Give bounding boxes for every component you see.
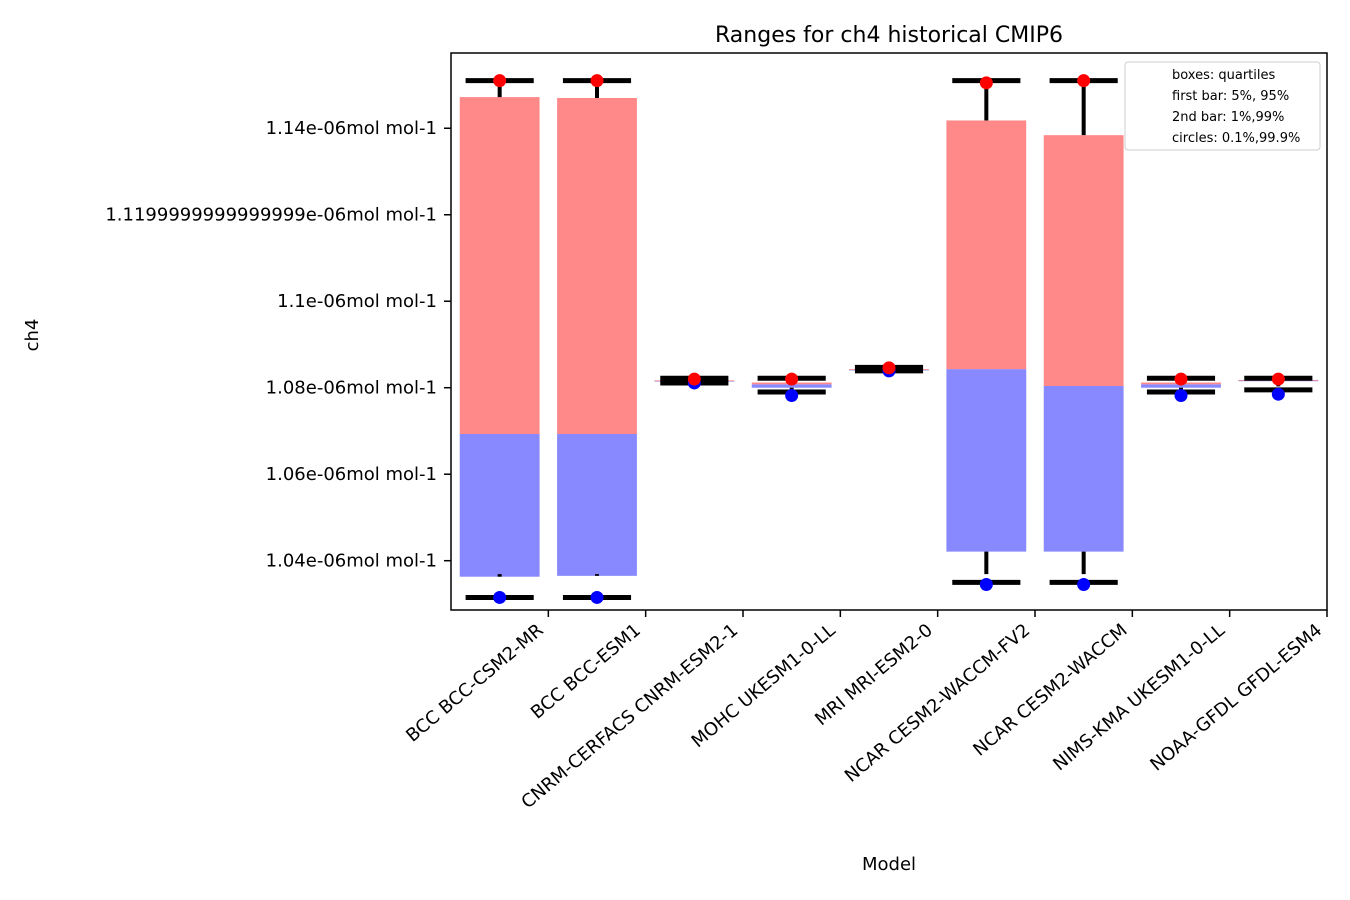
chart-title: Ranges for ch4 historical CMIP6 (715, 23, 1063, 48)
y-tick-label-5: 1.14e-06mol mol-1 (266, 118, 437, 139)
box-lower-quartile-5 (946, 369, 1027, 552)
legend: boxes: quartiles first bar: 5%, 95% 2nd ba… (1124, 61, 1321, 151)
box-lower-quartile-6 (1043, 385, 1124, 552)
y-axis: 1.04e-06mol mol-1 1.06e-06mol mol-1 1.08e-… (105, 118, 451, 572)
point-0.1pct-0 (493, 590, 507, 604)
y-tick-label-4: 1.1199999999999999e-06mol mol-1 (105, 205, 437, 226)
x-axis-label: Model (862, 854, 916, 875)
point-0.1pct-5 (979, 577, 993, 591)
y-tick-label-0: 1.04e-06mol mol-1 (266, 551, 437, 572)
point-99.9pct-0 (493, 74, 507, 88)
point-0.1pct-7 (1174, 389, 1188, 403)
y-axis-label: ch4 (22, 319, 43, 352)
point-0.1pct-3 (785, 389, 799, 403)
plot-frame (450, 52, 1328, 611)
legend-entry-1: first bar: 5%, 95% (1172, 89, 1289, 104)
point-99.9pct-7 (1174, 372, 1188, 386)
box-upper-quartile-5 (946, 120, 1027, 370)
box-upper-quartile-1 (557, 97, 637, 434)
box-lower-quartile-7 (1141, 384, 1221, 388)
legend-entry-2: 2nd bar: 1%,99% (1172, 110, 1284, 125)
plot-marks (459, 74, 1319, 604)
point-99.9pct-4 (882, 361, 896, 375)
box-upper-quartile-0 (459, 97, 540, 434)
box-lower-quartile-1 (557, 433, 637, 576)
point-99.9pct-8 (1271, 372, 1285, 386)
legend-entry-0: boxes: quartiles (1172, 68, 1276, 83)
point-99.9pct-2 (687, 372, 701, 386)
legend-box (1124, 61, 1321, 151)
point-99.9pct-6 (1077, 74, 1091, 88)
y-tick-label-2: 1.08e-06mol mol-1 (266, 378, 437, 399)
box-lower-quartile-0 (459, 433, 540, 577)
point-99.9pct-5 (979, 76, 993, 90)
y-tick-label-3: 1.1e-06mol mol-1 (277, 291, 437, 312)
point-0.1pct-6 (1077, 577, 1091, 591)
y-tick-label-1: 1.06e-06mol mol-1 (266, 464, 437, 485)
box-upper-quartile-6 (1043, 135, 1124, 386)
point-0.1pct-8 (1271, 387, 1285, 401)
legend-entry-3: circles: 0.1%,99.9% (1172, 131, 1300, 146)
box-lower-quartile-3 (751, 384, 832, 388)
point-99.9pct-3 (785, 372, 799, 386)
point-99.9pct-1 (590, 74, 604, 88)
point-0.1pct-1 (590, 590, 604, 604)
